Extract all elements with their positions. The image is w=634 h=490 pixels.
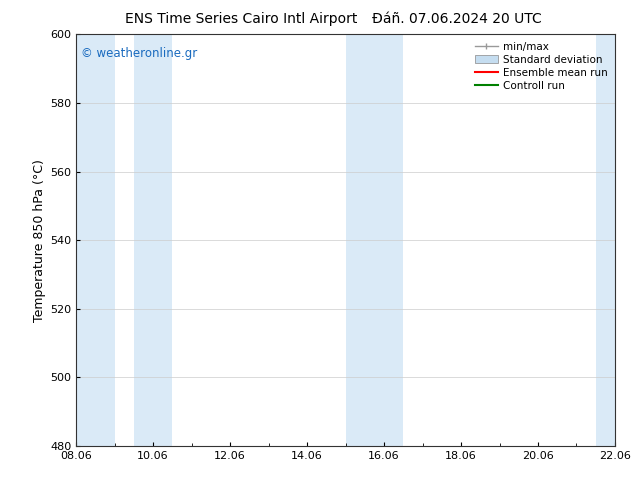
Y-axis label: Temperature 850 hPa (°C): Temperature 850 hPa (°C)	[33, 159, 46, 321]
Text: ENS Time Series Cairo Intl Airport: ENS Time Series Cairo Intl Airport	[125, 12, 357, 26]
Bar	[134, 34, 172, 446]
Bar	[76, 34, 115, 446]
Bar	[596, 34, 615, 446]
Text: Đáñ. 07.06.2024 20 UTC: Đáñ. 07.06.2024 20 UTC	[372, 12, 541, 26]
Text: © weatheronline.gr: © weatheronline.gr	[81, 47, 198, 60]
Bar	[346, 34, 403, 446]
Legend: min/max, Standard deviation, Ensemble mean run, Controll run: min/max, Standard deviation, Ensemble me…	[473, 40, 610, 93]
